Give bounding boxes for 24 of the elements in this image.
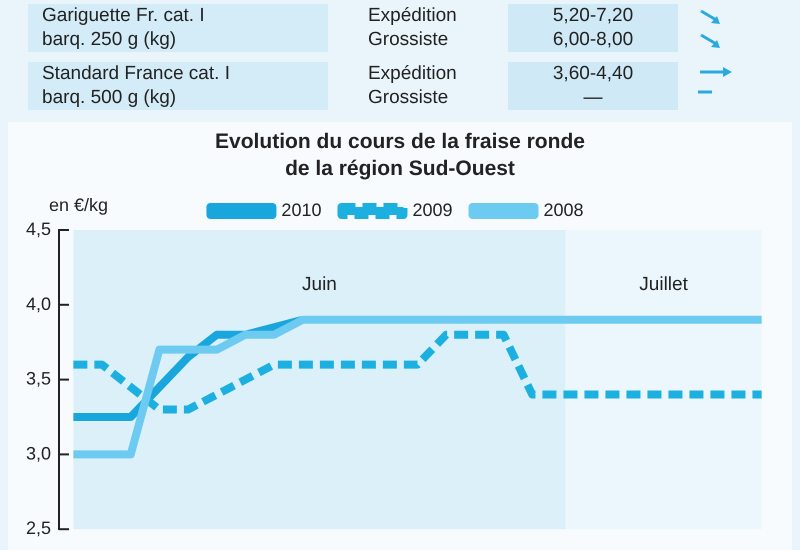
legend-label: 2009: [412, 200, 453, 220]
text: Grossiste: [367, 86, 450, 110]
legend-label: 2008: [544, 200, 584, 220]
text: —: [508, 86, 678, 110]
chart-title: Evolution du cours de la fraise ronde de la région Sud-Ouest: [214, 129, 586, 182]
y-tick-label: 4,0: [26, 294, 52, 314]
y-tick-label: 3,5: [26, 368, 52, 389]
text: 5,20-7,20: [508, 4, 678, 28]
y-tick-label: 4,5: [26, 218, 52, 239]
text: 6,00-8,00: [508, 28, 678, 52]
y-axis-title: en €/kg: [49, 194, 108, 215]
text: barq. 500 g (kg): [28, 86, 328, 110]
text: 3,60-4,40: [508, 62, 678, 86]
text: Gariguette Fr. cat. I: [28, 4, 328, 28]
text: Expédition: [367, 62, 458, 86]
annotation: Juin: [302, 274, 337, 296]
text: Standard France cat. I: [28, 62, 328, 86]
legend-label: 2010: [281, 200, 322, 220]
y-tick-label: 2,5: [26, 518, 52, 538]
text: Grossiste: [367, 28, 450, 52]
text: barq. 250 g (kg): [28, 28, 328, 52]
annotation: Juillet: [639, 274, 689, 296]
y-tick-label: 3,0: [26, 443, 52, 464]
text: Expédition: [367, 4, 458, 28]
